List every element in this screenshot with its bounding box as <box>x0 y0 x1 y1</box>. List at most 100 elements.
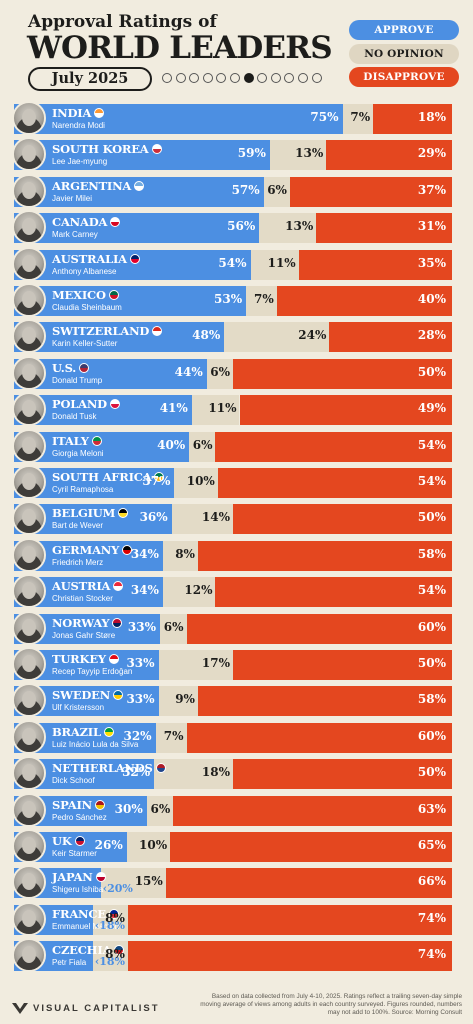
flag-icon <box>129 253 140 264</box>
pager-dot <box>311 73 322 83</box>
pager-dot <box>189 73 200 83</box>
bar-row: CANADA Mark Carney 56% 13% 31% <box>12 210 452 245</box>
bar-row: SPAIN Pedro Sánchez 30% 6% 63% <box>12 792 452 827</box>
disapprove-value-label: 60% <box>417 728 446 743</box>
disapprove-bar <box>215 431 452 462</box>
leader-name: Emmanuel Macron <box>52 921 120 931</box>
no-opinion-bar <box>246 286 277 316</box>
approve-value-label: 36% <box>139 510 168 525</box>
no-opinion-bar <box>126 832 171 862</box>
bar-row: SWEDEN Ulf Kristersson 33% 9% 58% <box>12 683 452 718</box>
country-label: POLAND <box>52 397 120 411</box>
disapprove-value-label: 58% <box>417 546 446 561</box>
no-opinion-bar <box>224 322 330 353</box>
no-opinion-value-label: 11% <box>267 255 296 270</box>
disapprove-value-label: 54% <box>417 437 446 452</box>
no-opinion-bar <box>259 213 317 244</box>
disapprove-bar <box>217 468 452 498</box>
disapprove-bar <box>186 722 452 753</box>
country-name: SOUTH KOREA <box>52 142 149 157</box>
country-label: SOUTH AFRICA <box>52 470 165 484</box>
no-opinion-bar <box>171 504 233 535</box>
bar-row: SOUTH AFRICA Cyril Ramaphosa 37% 10% 54% <box>12 465 452 499</box>
leader-name: Donald Tusk <box>52 412 97 422</box>
flag-icon <box>91 435 102 446</box>
country-label: SWEDEN <box>52 688 124 703</box>
leader-name: Dick Schoof <box>52 776 95 786</box>
flag-icon <box>110 217 121 228</box>
legend-no-opinion: NO OPINION <box>349 43 459 64</box>
disapprove-bar <box>239 395 452 426</box>
leader-portrait <box>12 355 46 390</box>
bar-row: POLAND Donald Tusk 41% 11% 49% <box>12 392 452 427</box>
leader-name: Donald Trump <box>52 375 103 385</box>
country-label: BELGIUM <box>52 506 129 520</box>
bar-row: SOUTH KOREA Lee Jae-myung 59% 13% 29% <box>12 137 452 172</box>
country-name: AUSTRALIA <box>52 251 127 266</box>
leader-name: Ulf Kristersson <box>52 703 105 713</box>
flag-icon <box>151 144 162 155</box>
flag-icon <box>113 690 124 701</box>
approve-value-label: ‹20% <box>102 882 133 896</box>
flag-icon <box>94 799 105 810</box>
leader-name: Cyril Ramaphosa <box>52 485 114 494</box>
country-label: MEXICO <box>52 288 119 302</box>
leader-name: Keir Starmer <box>52 849 97 858</box>
country-name: MEXICO <box>52 288 106 302</box>
country-name: INDIA <box>52 106 92 120</box>
country-label: SWITZERLAND <box>52 324 163 339</box>
no-opinion-value-label: 14% <box>201 510 230 525</box>
country-name: SWEDEN <box>52 688 111 703</box>
disapprove-value-label: 29% <box>417 146 446 161</box>
disapprove-value-label: 50% <box>417 364 446 379</box>
approve-value-label: ‹18% <box>94 918 125 932</box>
no-opinion-bar <box>158 686 198 717</box>
pager-dot <box>175 73 186 83</box>
no-opinion-value-label: 11% <box>208 401 237 416</box>
flag-icon <box>79 362 90 373</box>
country-label: CZECHIA <box>52 943 125 957</box>
flag-icon <box>154 472 165 482</box>
source-note: Based on data collected from July 4-10, … <box>200 993 462 1017</box>
country-name: TURKEY <box>52 652 106 666</box>
no-opinion-bar <box>189 431 216 462</box>
pager-dot <box>202 73 213 83</box>
pager-dots <box>162 73 322 85</box>
country-label: ARGENTINA <box>52 179 145 193</box>
country-name: JAPAN <box>52 870 93 885</box>
bar-row: BRAZIL Luiz Inácio Lula da Silva 32% 7% 60% <box>12 719 452 754</box>
approve-bar <box>14 213 260 244</box>
disapprove-bar <box>233 358 452 389</box>
disapprove-value-label: 50% <box>417 510 446 525</box>
disapprove-bar <box>186 613 452 644</box>
leader-portrait <box>12 210 46 245</box>
disapprove-value-label: 18% <box>417 110 446 124</box>
disapprove-bar <box>127 941 452 972</box>
country-label: INDIA <box>52 106 105 120</box>
leader-name: Karin Keller-Sutter <box>52 339 118 349</box>
flag-icon <box>103 726 114 737</box>
no-opinion-bar <box>174 468 218 498</box>
disapprove-value-label: 37% <box>417 182 446 197</box>
country-label: BRAZIL <box>52 725 114 739</box>
leader-portrait <box>12 719 46 754</box>
approve-value-label: 40% <box>157 437 186 452</box>
country-label: GERMANY <box>52 543 133 557</box>
flag-icon <box>155 763 166 774</box>
approve-value-label: 30% <box>114 801 143 816</box>
leader-portrait <box>12 465 46 499</box>
no-opinion-value-label: 18% <box>201 765 230 780</box>
no-opinion-value-label: 7% <box>254 292 274 306</box>
no-opinion-value-label: 24% <box>298 328 327 343</box>
country-label: SPAIN <box>52 798 105 812</box>
leader-portrait <box>12 829 46 863</box>
country-name: FRANCE <box>52 906 106 921</box>
country-name: SWITZERLAND <box>52 324 150 339</box>
country-label: NORWAY <box>52 616 123 630</box>
disapprove-value-label: 54% <box>417 474 446 488</box>
disapprove-value-label: 74% <box>417 947 446 962</box>
legend: APPROVE NO OPINION DISAPPROVE <box>349 20 459 91</box>
disapprove-bar <box>197 686 452 717</box>
leader-name: Shigeru Ishiba <box>52 885 104 895</box>
flag-icon <box>108 908 119 919</box>
